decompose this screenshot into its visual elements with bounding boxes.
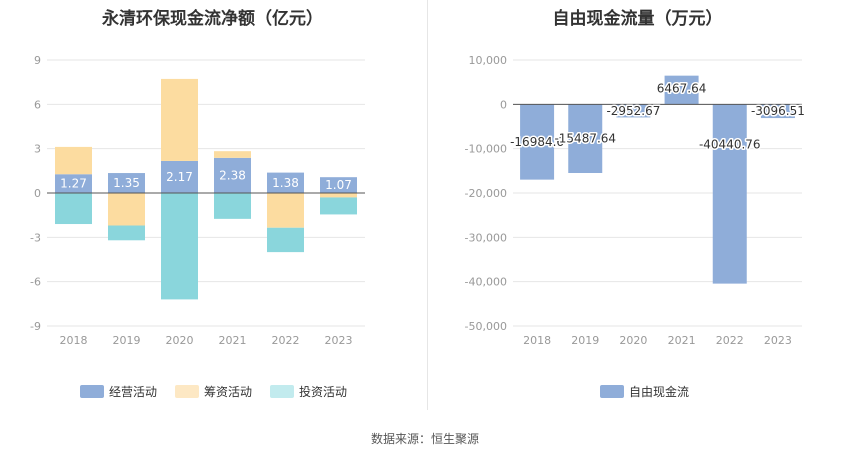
- data-label-halo: -15487.64: [554, 132, 616, 146]
- bar-筹资活动-2022: [267, 193, 304, 228]
- data-label: -2952.67: [606, 104, 660, 118]
- data-label-halo: 2.38: [219, 168, 246, 182]
- left-chart-title: 永清环保现金流净额（亿元）: [102, 9, 323, 29]
- x-tick-label: 2020: [619, 334, 647, 347]
- bar-投资活动-2022: [267, 227, 304, 253]
- legend-label: 投资活动: [299, 385, 348, 399]
- y-tick-label: 10,000: [469, 54, 508, 67]
- x-tick-label: 2023: [764, 334, 792, 347]
- bar-自由现金流-2023: [760, 104, 795, 119]
- y-tick-label: 6: [34, 98, 41, 111]
- bar-筹资活动-2020: [161, 78, 198, 161]
- right-chart-title: 自由现金流量（万元）: [552, 9, 723, 29]
- bar-经营活动-2022: [267, 172, 304, 193]
- legend-item-financing[interactable]: 筹资活动: [175, 383, 252, 400]
- legend-label: 筹资活动: [204, 385, 253, 399]
- data-label-halo: -40440.76: [699, 137, 761, 151]
- legend-swatch: [270, 385, 295, 398]
- legend-label: 自由现金流: [629, 385, 690, 399]
- y-tick-label: 3: [34, 143, 41, 156]
- legend-item-investing[interactable]: 投资活动: [270, 383, 347, 400]
- left-chart-legend: 经营活动 筹资活动 投资活动: [80, 383, 347, 400]
- legend-swatch: [80, 385, 104, 398]
- x-tick-label: 2021: [219, 334, 247, 347]
- bar-自由现金流-2021: [664, 75, 699, 105]
- bar-投资活动-2018: [55, 193, 92, 225]
- bar-经营活动-2023: [320, 177, 357, 193]
- bar-筹资活动-2023: [320, 193, 357, 198]
- x-tick-label: 2019: [571, 334, 599, 347]
- y-tick-label: 9: [34, 54, 41, 67]
- data-label-halo: -3096.51: [751, 104, 805, 118]
- data-label: -40440.76: [699, 137, 761, 151]
- bar-投资活动-2019: [108, 225, 145, 241]
- bar-投资活动-2020: [161, 193, 198, 300]
- data-label: 6467.64: [657, 82, 707, 96]
- data-label: -16984.6: [510, 135, 564, 149]
- y-tick-label: -9: [30, 320, 41, 333]
- x-tick-label: 2022: [716, 334, 744, 347]
- data-label-halo: 2.17: [166, 170, 193, 184]
- bar-筹资活动-2021: [214, 151, 251, 158]
- cash-flow-net-chart: 9 6 3 0 -3 -6 -9 2018 2019 2020 2021 2022 2023 1.27 1.…: [30, 54, 365, 347]
- bar-自由现金流-2019: [568, 104, 603, 173]
- chart-divider: [427, 0, 428, 410]
- data-label-halo: 1.27: [60, 177, 87, 191]
- y-tick-label: -3: [30, 231, 41, 244]
- bar-筹资活动-2019: [108, 193, 145, 226]
- x-tick-label: 2023: [325, 334, 353, 347]
- bar-自由现金流-2020: [616, 104, 651, 118]
- bar-筹资活动-2018: [55, 146, 92, 175]
- legend-item-free-cash-flow[interactable]: 自由现金流: [600, 383, 689, 400]
- data-label: 1.27: [60, 177, 87, 191]
- y-tick-label: 0: [34, 187, 41, 200]
- y-tick-label: -10,000: [465, 143, 507, 156]
- x-tick-label: 2020: [166, 334, 194, 347]
- bar-经营活动-2019: [108, 173, 145, 193]
- bar-自由现金流-2018: [520, 104, 555, 180]
- legend-swatch: [600, 385, 624, 398]
- bar-自由现金流-2022: [712, 104, 747, 284]
- bar-经营活动-2021: [214, 157, 251, 193]
- data-label-halo: -2952.67: [606, 104, 660, 118]
- data-label-halo: 1.38: [272, 176, 299, 190]
- data-label: 1.35: [113, 176, 140, 190]
- y-tick-label: -6: [30, 276, 41, 289]
- data-label: 2.17: [166, 170, 193, 184]
- data-label: -3096.51: [751, 104, 805, 118]
- data-label-halo: 1.35: [113, 176, 140, 190]
- legend-swatch: [175, 385, 200, 398]
- right-chart-legend: 自由现金流: [600, 383, 689, 400]
- x-tick-label: 2018: [523, 334, 551, 347]
- y-tick-label: -20,000: [465, 187, 507, 200]
- data-label-halo: -16984.6: [510, 135, 564, 149]
- x-tick-label: 2018: [60, 334, 88, 347]
- y-tick-label: 0: [500, 98, 507, 111]
- x-tick-label: 2021: [668, 334, 696, 347]
- y-tick-label: -30,000: [465, 231, 507, 244]
- data-source-note: 数据来源：恒生聚源: [370, 432, 479, 446]
- bar-经营活动-2018: [55, 174, 92, 193]
- legend-item-operating[interactable]: 经营活动: [80, 383, 157, 400]
- bar-投资活动-2021: [214, 193, 251, 219]
- free-cash-flow-chart: 10,000 0 -10,000 -20,000 -30,000 -40,000 -50,0…: [465, 54, 807, 347]
- data-label-halo: 1.07: [325, 178, 352, 192]
- data-label: 1.38: [272, 176, 299, 190]
- legend-label: 经营活动: [109, 385, 158, 399]
- data-label: 1.07: [325, 178, 352, 192]
- data-label: 2.38: [219, 168, 246, 182]
- data-label-halo: 6467.64: [657, 82, 707, 96]
- x-tick-label: 2022: [272, 334, 300, 347]
- bar-经营活动-2020: [161, 160, 198, 193]
- bar-投资活动-2023: [320, 197, 357, 215]
- y-tick-label: -40,000: [465, 276, 507, 289]
- data-label: -15487.64: [554, 132, 616, 146]
- y-tick-label: -50,000: [465, 320, 507, 333]
- x-tick-label: 2019: [113, 334, 141, 347]
